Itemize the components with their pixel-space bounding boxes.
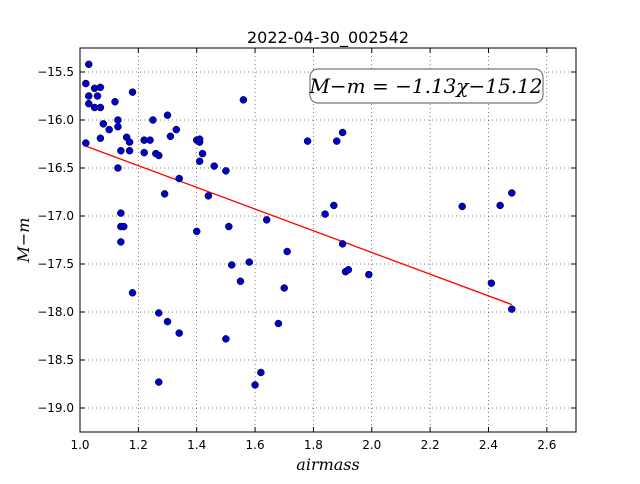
data-point: [198, 149, 207, 158]
data-point: [117, 209, 125, 217]
data-point: [120, 222, 128, 231]
data-point: [225, 222, 233, 231]
data-point: [508, 189, 516, 197]
data-point: [125, 138, 134, 146]
data-point: [96, 103, 105, 112]
data-point: [338, 240, 347, 248]
data-point: [140, 148, 148, 157]
data-point: [195, 135, 204, 143]
data-point: [163, 111, 172, 119]
plot-frame: [79, 47, 577, 433]
data-point: [114, 116, 122, 124]
data-point: [508, 305, 516, 313]
data-point: [262, 216, 271, 224]
data-point: [82, 79, 90, 88]
data-point: [82, 139, 90, 147]
data-point: [85, 60, 93, 69]
y-tick-label: −18.5: [37, 353, 74, 367]
data-point: [303, 137, 312, 145]
fit-equation-box: M−m = −1.13χ−15.12: [308, 68, 544, 104]
data-point: [111, 98, 119, 106]
fit-line-group: [85, 145, 513, 306]
y-tick-label: −17.0: [37, 209, 74, 223]
data-point: [99, 120, 108, 128]
data-point: [195, 157, 204, 166]
data-point: [227, 261, 236, 269]
data-point: [93, 92, 102, 100]
fit-equation-label: M−m = −1.13χ−15.12: [308, 74, 542, 98]
data-point: [251, 381, 259, 389]
data-point: [155, 151, 163, 160]
data-point: [128, 88, 137, 96]
x-axis-ticks: 1.0 1.2 1.4 1.6 1.8 2.0 2.2 2.4 2.6: [70, 48, 556, 452]
data-point: [236, 277, 245, 286]
x-tick-label: 1.4: [187, 438, 206, 452]
data-point: [117, 146, 125, 155]
data-point: [114, 164, 122, 172]
data-point: [222, 335, 230, 343]
x-tick-label: 1.0: [70, 438, 89, 452]
x-tick-label: 1.8: [304, 438, 323, 452]
x-tick-label: 1.6: [246, 438, 265, 452]
data-point: [239, 96, 248, 104]
annotation-box-border: [309, 68, 544, 104]
y-tick-label: −17.5: [37, 257, 74, 271]
data-point: [146, 136, 154, 144]
data-point: [105, 125, 113, 134]
x-tick-label: 2.4: [479, 438, 498, 452]
data-point: [149, 116, 157, 124]
data-point: [166, 132, 175, 141]
data-point: [245, 258, 253, 266]
data-point: [338, 128, 347, 137]
fit-line: [85, 145, 513, 306]
x-tick-label: 1.2: [129, 438, 148, 452]
data-point: [330, 201, 338, 210]
data-point: [175, 174, 183, 183]
data-point: [125, 146, 134, 155]
data-point: [333, 137, 341, 145]
data-point: [163, 317, 172, 326]
y-tick-label: −18.0: [37, 305, 74, 319]
x-tick-label: 2.6: [537, 438, 556, 452]
data-point: [155, 309, 163, 317]
data-point: [192, 227, 201, 236]
data-point: [128, 289, 137, 297]
data-point: [458, 202, 466, 211]
data-point: [283, 247, 291, 256]
chart-title: 2022-04-30_002542: [247, 28, 409, 48]
data-point: [280, 284, 288, 292]
x-tick-label: 2.2: [421, 438, 440, 452]
data-point: [257, 368, 265, 377]
y-tick-label: −19.0: [37, 401, 74, 415]
data-point: [85, 92, 93, 100]
data-point: [204, 192, 213, 200]
y-axis-label: M−m: [14, 218, 33, 264]
data-point: [85, 99, 93, 108]
data-point: [114, 122, 122, 131]
data-point: [96, 134, 105, 142]
y-tick-label: −15.5: [37, 65, 74, 79]
data-point: [155, 378, 163, 386]
data-point: [117, 238, 125, 246]
x-tick-label: 2.0: [362, 438, 381, 452]
data-point: [487, 279, 496, 287]
data-point: [160, 190, 169, 198]
y-tick-label: −16.0: [37, 113, 74, 127]
data-point: [365, 270, 373, 279]
data-points: [82, 60, 516, 389]
data-point: [321, 210, 329, 218]
data-point: [344, 266, 353, 274]
y-axis-ticks: −15.5 −16.0 −16.5 −17.0 −17.5 −18.0 −18.5 −19.0: [37, 65, 576, 415]
data-point: [496, 201, 504, 210]
data-point: [274, 319, 283, 328]
data-point: [222, 167, 230, 175]
x-axis-label: airmass: [296, 455, 359, 474]
data-point: [210, 162, 218, 170]
data-point: [96, 83, 105, 92]
data-point: [175, 329, 183, 337]
data-point: [172, 125, 181, 134]
y-tick-label: −16.5: [37, 161, 74, 175]
